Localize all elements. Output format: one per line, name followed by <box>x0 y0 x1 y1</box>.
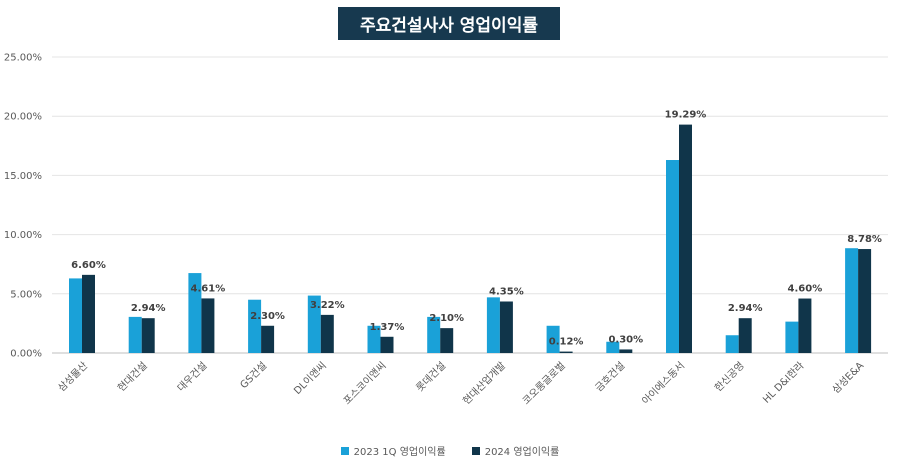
x-tick-label: 아이에스동서 <box>640 360 688 408</box>
bar-2023 <box>427 316 441 353</box>
bar-2024 <box>798 298 812 353</box>
legend-label-2023: 2023 1Q 영업이익률 <box>353 447 446 458</box>
legend: 2023 1Q 영업이익률 2024 영업이익률 <box>0 443 900 458</box>
data-label: 2.94% <box>728 303 763 314</box>
data-label: 2.30% <box>250 311 285 322</box>
x-tick-label: DL이앤씨 <box>292 360 329 397</box>
x-tick-label: 현대산업개발 <box>460 359 508 407</box>
bar-2023 <box>606 341 620 353</box>
data-label: 2.94% <box>131 303 166 314</box>
bar-2024 <box>858 249 872 353</box>
legend-item-2023: 2023 1Q 영업이익률 <box>340 443 446 458</box>
bar-2023 <box>666 160 679 353</box>
data-label: 0.12% <box>549 337 584 348</box>
x-tick-label: HL D&I한라 <box>760 360 806 406</box>
data-label: 6.60% <box>71 260 106 271</box>
bar-2023 <box>725 335 739 353</box>
chart-title: 주요건설사사 영업이익률 <box>338 7 560 40</box>
bar-2023 <box>845 248 859 353</box>
legend-label-2024: 2024 영업이익률 <box>484 447 560 458</box>
bar-2024 <box>619 349 633 353</box>
x-tick-label: GS건설 <box>238 360 269 391</box>
bar-2023 <box>307 295 321 353</box>
bar-2023 <box>69 278 82 353</box>
y-tick-label: 25.00% <box>4 53 42 64</box>
y-tick-label: 20.00% <box>4 112 42 123</box>
x-tick-label: 대우건설 <box>175 360 210 395</box>
bar-2024 <box>559 351 573 353</box>
data-label: 8.78% <box>847 234 882 245</box>
y-tick-label: 15.00% <box>4 171 42 182</box>
bar-2024 <box>82 274 95 353</box>
data-label: 4.61% <box>191 283 226 294</box>
data-label: 4.35% <box>489 286 524 297</box>
y-tick-label: 10.00% <box>4 230 42 241</box>
x-tick-label: 금호건설 <box>593 360 628 395</box>
y-tick-label: 5.00% <box>10 289 42 300</box>
bar-2023 <box>248 299 262 353</box>
bar-2023 <box>128 316 142 353</box>
data-label: 2.10% <box>429 313 464 324</box>
data-label: 0.30% <box>608 334 643 345</box>
bar-2024 <box>738 318 752 353</box>
x-tick-label: 포스코이앤씨 <box>341 360 389 408</box>
bar-2023 <box>785 321 799 353</box>
x-tick-label: 롯데건설 <box>414 360 449 395</box>
x-tick-label: 현대건설 <box>115 360 150 395</box>
legend-swatch-2023 <box>340 446 349 455</box>
bar-2023 <box>188 273 202 353</box>
bar-2024 <box>380 336 394 353</box>
y-tick-label: 0.00% <box>10 349 42 360</box>
bar-2024 <box>679 124 692 353</box>
data-label: 3.22% <box>310 300 345 311</box>
bar-2023 <box>367 325 381 353</box>
x-tick-label: 삼성물산 <box>56 360 91 395</box>
bar-2024 <box>261 325 275 353</box>
bar-2023 <box>486 297 500 353</box>
x-tick-label: 코오롱글로벌 <box>520 360 568 408</box>
data-label: 4.60% <box>788 284 823 295</box>
bar-2023 <box>546 325 560 353</box>
data-label: 1.37% <box>370 322 405 333</box>
data-label: 19.29% <box>665 110 707 121</box>
legend-item-2024: 2024 영업이익률 <box>471 443 560 458</box>
bar-2024 <box>320 314 334 353</box>
bar-2024 <box>440 328 454 353</box>
x-tick-label: 삼성E&A <box>830 360 866 396</box>
bar-2024 <box>201 298 215 353</box>
bar-2024 <box>141 318 155 353</box>
legend-swatch-2024 <box>471 446 480 455</box>
x-tick-label: 한신공영 <box>712 360 747 395</box>
bar-2024 <box>499 301 513 353</box>
